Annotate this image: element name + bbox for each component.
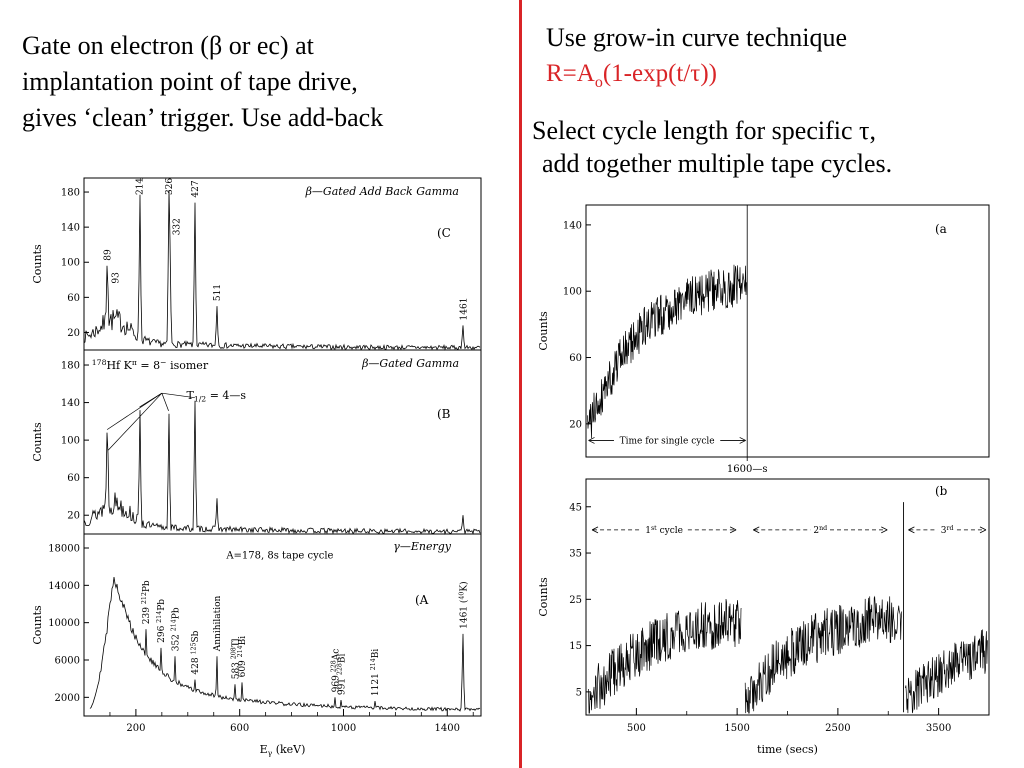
svg-text:(B: (B — [437, 407, 451, 421]
svg-text:200: 200 — [126, 723, 145, 734]
svg-text:1000: 1000 — [331, 723, 356, 734]
svg-text:427: 427 — [191, 180, 201, 197]
svg-text:20: 20 — [569, 419, 582, 430]
svg-text:18000: 18000 — [48, 544, 80, 555]
svg-text:60: 60 — [569, 353, 582, 364]
svg-text:20: 20 — [67, 511, 80, 522]
svg-text:14000: 14000 — [48, 581, 80, 592]
svg-text:β—Gated Gamma: β—Gated Gamma — [361, 357, 459, 370]
svg-text:969 228Ac: 969 228Ac — [331, 649, 342, 693]
grow-in-svg: 20 60 100 140 Counts (a Time for single cycle 1… — [537, 204, 990, 756]
svg-text:(C: (C — [437, 226, 451, 240]
svg-text:326: 326 — [165, 178, 175, 195]
svg-text:89: 89 — [103, 249, 113, 261]
svg-text:1121 214Bi: 1121 214Bi — [370, 649, 381, 696]
svg-text:T1/2 = 4—s: T1/2 = 4—s — [186, 389, 246, 404]
svg-text:time (secs): time (secs) — [757, 743, 818, 756]
svg-text:Counts: Counts — [537, 577, 550, 617]
svg-text:Counts: Counts — [537, 311, 550, 351]
svg-text:β—Gated Add Back Gamma: β—Gated Add Back Gamma — [305, 185, 459, 198]
svg-text:500: 500 — [627, 723, 646, 734]
svg-text:991 228Bi: 991 228Bi — [336, 653, 347, 695]
svg-text:10000: 10000 — [48, 618, 80, 629]
svg-text:180: 180 — [61, 361, 80, 372]
svg-text:Annihilation: Annihilation — [213, 595, 223, 652]
svg-text:20: 20 — [67, 328, 80, 339]
svg-text:Counts: Counts — [31, 422, 44, 462]
svg-text:239 212Pb: 239 212Pb — [141, 580, 152, 624]
svg-text:100: 100 — [61, 258, 80, 269]
left-caption-line1: Gate on electron (β or ec) at — [22, 31, 314, 60]
gamma-spectra-svg: 20 60 100 140 180 Counts (C β—Gated Add Back Ga… — [31, 177, 482, 758]
right-caption-top: Use grow-in curve technique R=Ao(1-exp(t… — [546, 22, 1016, 99]
svg-text:583 208Tl: 583 208Tl — [231, 638, 242, 679]
svg-text:600: 600 — [230, 723, 249, 734]
svg-text:352 214Pb: 352 214Pb — [171, 607, 182, 651]
formula-prefix: R=A — [546, 60, 595, 87]
svg-text:Counts: Counts — [31, 244, 44, 284]
grow-in-figure: 20 60 100 140 Counts (a Time for single cycle 1… — [534, 197, 1014, 768]
svg-text:100: 100 — [61, 436, 80, 447]
vertical-divider — [519, 0, 522, 768]
cycle-text-line1: Select cycle length for specific τ, — [532, 116, 876, 145]
svg-text:511: 511 — [213, 284, 223, 301]
svg-text:60: 60 — [67, 473, 80, 484]
svg-text:100: 100 — [563, 287, 582, 298]
svg-text:γ—Energy: γ—Energy — [393, 540, 451, 553]
svg-text:(b: (b — [935, 484, 948, 498]
svg-text:25: 25 — [569, 595, 582, 606]
right-caption-bottom: Select cycle length for specific τ, add … — [532, 114, 1018, 180]
gamma-spectra-figure: 20 60 100 140 180 Counts (C β—Gated Add Back Ga… — [26, 170, 496, 768]
svg-text:6000: 6000 — [55, 656, 80, 667]
formula-suffix: (1-exp(t/τ)) — [602, 60, 717, 87]
svg-text:3rd: 3rd — [941, 525, 954, 536]
svg-text:296 214Pb: 296 214Pb — [156, 599, 167, 643]
svg-text:Counts: Counts — [31, 605, 44, 645]
svg-text:(A: (A — [415, 593, 429, 607]
svg-text:(a: (a — [935, 222, 947, 236]
grow-in-title: Use grow-in curve technique — [546, 23, 848, 52]
left-caption: Gate on electron (β or ec) at implantati… — [22, 28, 516, 136]
svg-text:214: 214 — [136, 178, 146, 195]
svg-text:609 214Bi: 609 214Bi — [237, 636, 248, 678]
svg-text:60: 60 — [67, 293, 80, 304]
svg-text:5: 5 — [576, 687, 582, 698]
svg-text:178Hf Kπ = 8− isomer: 178Hf Kπ = 8− isomer — [92, 358, 209, 372]
svg-text:1400: 1400 — [435, 723, 460, 734]
svg-text:1461: 1461 — [459, 298, 469, 321]
svg-text:Time for single cycle: Time for single cycle — [620, 437, 715, 447]
svg-text:35: 35 — [569, 549, 582, 560]
svg-text:15: 15 — [569, 641, 582, 652]
svg-text:1500: 1500 — [724, 723, 749, 734]
svg-text:1461 (40K): 1461 (40K) — [458, 581, 469, 629]
svg-text:3500: 3500 — [926, 723, 951, 734]
svg-text:93: 93 — [111, 272, 121, 284]
cycle-text-line2: add together multiple tape cycles. — [542, 149, 893, 178]
svg-text:1600—s: 1600—s — [727, 464, 768, 475]
formula-subscript: o — [594, 74, 603, 91]
grow-in-formula: R=Ao(1-exp(t/τ)) — [546, 58, 1016, 99]
left-caption-line2: implantation point of tape drive, — [22, 67, 358, 96]
svg-text:2nd: 2nd — [813, 525, 827, 536]
left-caption-line3: gives ‘clean’ trigger. Use add-back — [22, 103, 384, 132]
svg-text:140: 140 — [563, 220, 582, 231]
svg-text:1st cycle: 1st cycle — [645, 525, 683, 536]
svg-text:A=178, 8s tape cycle: A=178, 8s tape cycle — [225, 550, 333, 561]
svg-text:140: 140 — [61, 398, 80, 409]
svg-text:2500: 2500 — [825, 723, 850, 734]
svg-text:140: 140 — [61, 223, 80, 234]
svg-text:180: 180 — [61, 188, 80, 199]
svg-text:428 125Sb: 428 125Sb — [190, 630, 201, 674]
svg-text:45: 45 — [569, 502, 582, 513]
svg-text:332: 332 — [172, 218, 182, 235]
svg-text:Eγ (keV): Eγ (keV) — [260, 743, 306, 758]
svg-text:2000: 2000 — [55, 693, 80, 704]
